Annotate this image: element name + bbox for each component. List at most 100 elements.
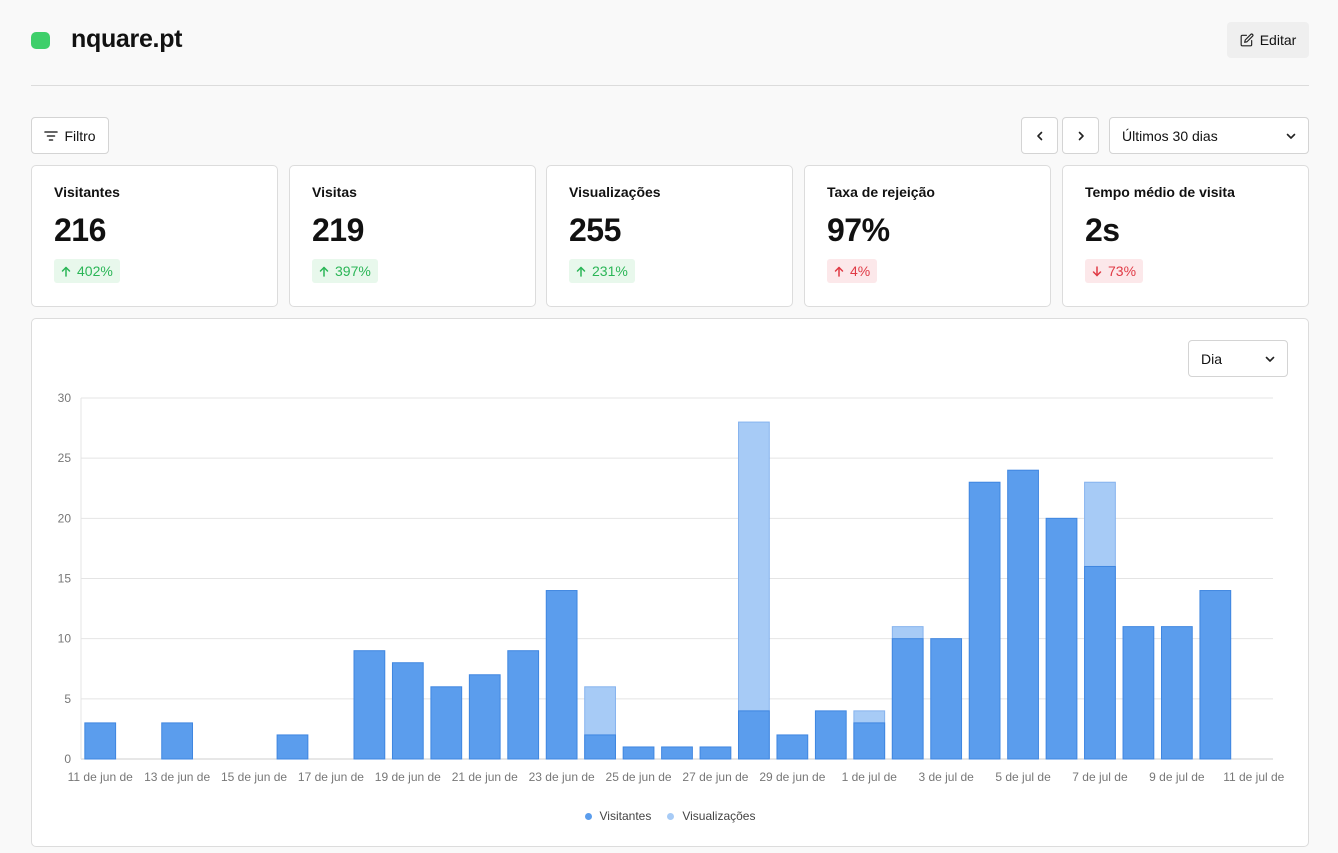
- filter-button-label: Filtro: [64, 127, 96, 144]
- stat-card-bounce-rate[interactable]: Taxa de rejeição 97% 4%: [804, 165, 1051, 307]
- x-tick-label: 15 de jun de: [221, 770, 287, 784]
- header-divider: [31, 85, 1309, 86]
- stat-label: Taxa de rejeição: [827, 184, 935, 200]
- edit-button-label: Editar: [1259, 32, 1297, 48]
- filter-button[interactable]: Filtro: [31, 117, 109, 154]
- bar-visitors[interactable]: [968, 481, 1001, 760]
- bar-chart: 0 5 10 15 20 25 30 11 de jun de 13 de jun de 15 d…: [58, 391, 1285, 784]
- bar-visitors[interactable]: [391, 662, 424, 760]
- bar-visitors[interactable]: [814, 710, 847, 760]
- chevron-left-icon: [1036, 131, 1042, 140]
- stat-delta-badge: 4%: [827, 259, 878, 283]
- x-tick-label: 19 de jun de: [375, 770, 441, 784]
- x-tick-label: 5 de jul de: [995, 770, 1051, 784]
- chart-panel: Dia 0 5 10 15 20 25 30 11 de jun de 13 de jun de…: [31, 318, 1309, 847]
- stat-delta-value: 231%: [592, 263, 628, 279]
- bar-visitors[interactable]: [584, 734, 616, 760]
- arrow-up-icon: [834, 266, 844, 277]
- legend-item-visitors[interactable]: Visitantes: [584, 809, 652, 823]
- chart-legend: Visitantes Visualizações: [32, 809, 1308, 823]
- bar-visitors[interactable]: [622, 746, 655, 760]
- chevron-down-icon: [1286, 133, 1296, 139]
- bar-views[interactable]: [738, 421, 770, 760]
- next-period-button[interactable]: [1062, 117, 1099, 154]
- legend-item-views[interactable]: Visualizações: [667, 809, 755, 823]
- stat-card-avg-visit-time[interactable]: Tempo médio de visita 2s 73%: [1062, 165, 1309, 307]
- stat-delta-badge: 231%: [569, 259, 635, 283]
- legend-label: Visualizações: [682, 809, 756, 823]
- arrow-up-icon: [319, 266, 329, 277]
- stat-delta-badge: 397%: [312, 259, 378, 283]
- site-status-dot: [31, 32, 50, 49]
- stat-delta-value: 73%: [1108, 263, 1137, 279]
- filter-icon: [44, 130, 59, 141]
- x-tick-label: 11 de jul de: [1223, 770, 1284, 784]
- site-title: nquare.pt: [71, 25, 183, 53]
- x-tick-label: 27 de jun de: [682, 770, 748, 784]
- previous-period-button[interactable]: [1021, 117, 1058, 154]
- bar-visitors[interactable]: [853, 722, 886, 760]
- stat-card-visits[interactable]: Visitas 219 397%: [289, 165, 536, 307]
- x-tick-label: 1 de jul de: [842, 770, 898, 784]
- stat-value: 255: [569, 212, 621, 248]
- x-tick-label: 23 de jun de: [529, 770, 595, 784]
- y-tick-label: 30: [58, 391, 72, 405]
- bar-visitors[interactable]: [661, 746, 693, 760]
- x-tick-label: 7 de jul de: [1072, 770, 1128, 784]
- bar-visitors[interactable]: [276, 734, 309, 760]
- stat-card-visitors[interactable]: Visitantes 216 402%: [31, 165, 278, 307]
- stat-delta-value: 4%: [850, 263, 871, 279]
- bar-visitors[interactable]: [1199, 590, 1232, 760]
- bar-visitors[interactable]: [1122, 626, 1155, 760]
- bar-visitors[interactable]: [468, 674, 501, 760]
- legend-swatch-visitors: [584, 812, 592, 820]
- stat-label: Visitas: [312, 184, 357, 200]
- legend-swatch-views: [667, 812, 675, 820]
- page-header: nquare.pt Editar: [31, 20, 1309, 60]
- stat-delta-value: 397%: [335, 263, 371, 279]
- bar-visitors[interactable]: [699, 746, 732, 760]
- stat-card-views[interactable]: Visualizações 255 231%: [546, 165, 793, 307]
- date-range-label: Últimos 30 dias: [1122, 127, 1218, 144]
- x-tick-label: 17 de jun de: [298, 770, 364, 784]
- y-tick-label: 15: [58, 572, 72, 586]
- bar-visitors[interactable]: [930, 638, 963, 760]
- stat-label: Visitantes: [54, 184, 120, 200]
- x-tick-label: 13 de jun de: [144, 770, 210, 784]
- interval-label: Dia: [1201, 350, 1223, 367]
- stat-delta-badge: 73%: [1085, 259, 1144, 283]
- bar-visitors[interactable]: [1007, 469, 1039, 760]
- stat-delta-value: 402%: [77, 263, 113, 279]
- stat-label: Tempo médio de visita: [1085, 184, 1235, 200]
- stat-value: 2s: [1085, 212, 1120, 248]
- y-tick-label: 25: [58, 451, 72, 465]
- arrow-down-icon: [1092, 265, 1102, 276]
- bar-visitors[interactable]: [1045, 517, 1078, 760]
- y-tick-label: 5: [64, 692, 71, 706]
- bar-visitors[interactable]: [161, 722, 194, 760]
- chevron-right-icon: [1078, 131, 1084, 140]
- interval-select[interactable]: Dia: [1188, 340, 1288, 377]
- bar-visitors[interactable]: [891, 638, 924, 760]
- y-tick-label: 20: [58, 511, 72, 525]
- x-tick-label: 21 de jun de: [452, 770, 518, 784]
- stat-value: 219: [312, 212, 364, 248]
- x-tick-label: 3 de jul de: [918, 770, 974, 784]
- bar-visitors[interactable]: [84, 722, 117, 760]
- date-range-select[interactable]: Últimos 30 dias: [1109, 117, 1309, 154]
- bar-visitors[interactable]: [1160, 626, 1193, 760]
- bar-visitors[interactable]: [430, 686, 463, 760]
- stat-value: 216: [54, 212, 106, 248]
- bar-visitors[interactable]: [776, 734, 809, 760]
- chevron-down-icon: [1265, 356, 1275, 362]
- y-tick-label: 10: [58, 632, 72, 646]
- bar-visitors[interactable]: [1084, 565, 1116, 760]
- legend-label: Visitantes: [599, 809, 652, 823]
- bar-visitors[interactable]: [545, 590, 578, 760]
- bar-visitors[interactable]: [507, 650, 540, 760]
- edit-button[interactable]: Editar: [1227, 22, 1309, 58]
- x-tick-label: 11 de jun de: [68, 770, 133, 784]
- x-tick-label: 9 de jul de: [1149, 770, 1205, 784]
- bar-visitors[interactable]: [738, 710, 770, 760]
- bar-visitors[interactable]: [353, 650, 386, 760]
